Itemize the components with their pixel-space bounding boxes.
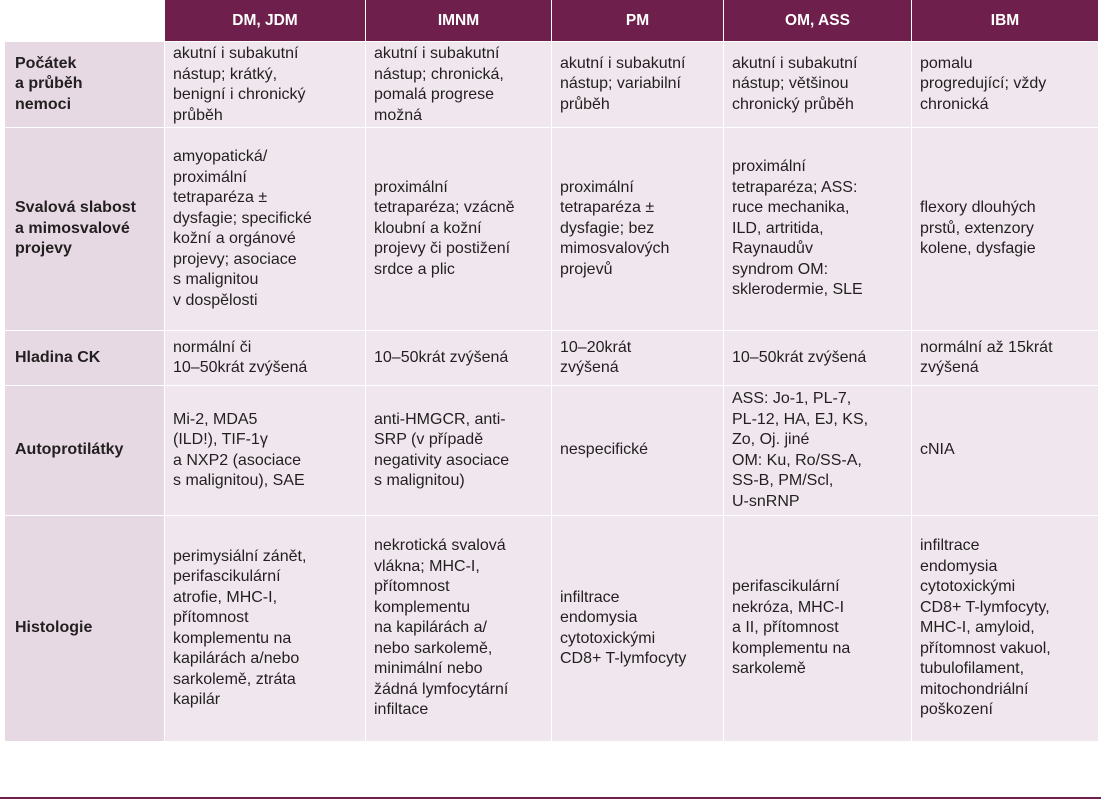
table-cell: nekrotická svalová vlákna; MHC-I, přítom…	[365, 515, 552, 742]
table-cell: akutní i subakutní nástup; chronická, po…	[365, 41, 552, 128]
column-header-om-ass: OM, ASS	[723, 0, 912, 42]
column-header-dm-jdm: DM, JDM	[164, 0, 366, 42]
table-cell: amyopatická/ proximální tetraparéza ± dy…	[164, 127, 366, 331]
table-cell: flexory dlouhých prstů, extenzory kolene…	[911, 127, 1099, 331]
table-cell: Mi-2, MDA5 (ILD!), TIF-1γ a NXP2 (asocia…	[164, 385, 366, 516]
table-cell: perimysiální zánět, perifascikulární atr…	[164, 515, 366, 742]
table-cell: pomalu progredující; vždy chronická	[911, 41, 1099, 128]
table-row-onset: Počátek a průběh nemoci akutní i subakut…	[4, 41, 1099, 128]
table-cell: anti-HMGCR, anti- SRP (v případě negativ…	[365, 385, 552, 516]
table-cell: normální až 15krát zvýšená	[911, 330, 1099, 386]
row-header-onset: Počátek a průběh nemoci	[4, 41, 165, 128]
row-header-weakness: Svalová slabost a mimosvalové projevy	[4, 127, 165, 331]
row-header-ck-level: Hladina CK	[4, 330, 165, 386]
table-cell: proximální tetraparéza; ASS: ruce mechan…	[723, 127, 912, 331]
table-cell: normální či 10–50krát zvýšená	[164, 330, 366, 386]
header-corner-cell	[4, 0, 165, 42]
myositis-comparison-table: DM, JDM IMNM PM OM, ASS IBM Počátek a pr…	[4, 0, 1099, 742]
column-header-imnm: IMNM	[365, 0, 552, 42]
row-header-histology: Histologie	[4, 515, 165, 742]
table-cell: cNIA	[911, 385, 1099, 516]
table-cell: 10–20krát zvýšená	[551, 330, 724, 386]
table-cell: infiltrace endomysia cytotoxickými CD8+ …	[911, 515, 1099, 742]
table-cell: infiltrace endomysia cytotoxickými CD8+ …	[551, 515, 724, 742]
table-cell: perifascikulární nekróza, MHC-I a II, př…	[723, 515, 912, 742]
table-cell: proximální tetraparéza; vzácně kloubní a…	[365, 127, 552, 331]
column-header-pm: PM	[551, 0, 724, 42]
row-header-autoantibodies: Autoprotilátky	[4, 385, 165, 516]
table-cell: akutní i subakutní nástup; krátký, benig…	[164, 41, 366, 128]
table-cell: 10–50krát zvýšená	[365, 330, 552, 386]
column-header-ibm: IBM	[911, 0, 1099, 42]
table-cell: akutní i subakutní nástup; většinou chro…	[723, 41, 912, 128]
table-cell: nespecifické	[551, 385, 724, 516]
table-body: Počátek a průběh nemoci akutní i subakut…	[4, 41, 1099, 742]
table-row-ck-level: Hladina CK normální či 10–50krát zvýšená…	[4, 330, 1099, 386]
table-bottom-rule	[0, 797, 1101, 799]
table-cell: proximální tetraparéza ± dysfagie; bez m…	[551, 127, 724, 331]
table-header: DM, JDM IMNM PM OM, ASS IBM	[4, 0, 1099, 42]
table-cell: akutní i subakutní nástup; variabilní pr…	[551, 41, 724, 128]
table-row-autoantibodies: Autoprotilátky Mi-2, MDA5 (ILD!), TIF-1γ…	[4, 385, 1099, 516]
header-row: DM, JDM IMNM PM OM, ASS IBM	[4, 0, 1099, 42]
table-cell: ASS: Jo-1, PL-7, PL-12, HA, EJ, KS, Zo, …	[723, 385, 912, 516]
table-cell: 10–50krát zvýšená	[723, 330, 912, 386]
table-row-histology: Histologie perimysiální zánět, perifasci…	[4, 515, 1099, 742]
comparison-table-wrapper: DM, JDM IMNM PM OM, ASS IBM Počátek a pr…	[4, 0, 1099, 742]
table-row-weakness: Svalová slabost a mimosvalové projevy am…	[4, 127, 1099, 331]
